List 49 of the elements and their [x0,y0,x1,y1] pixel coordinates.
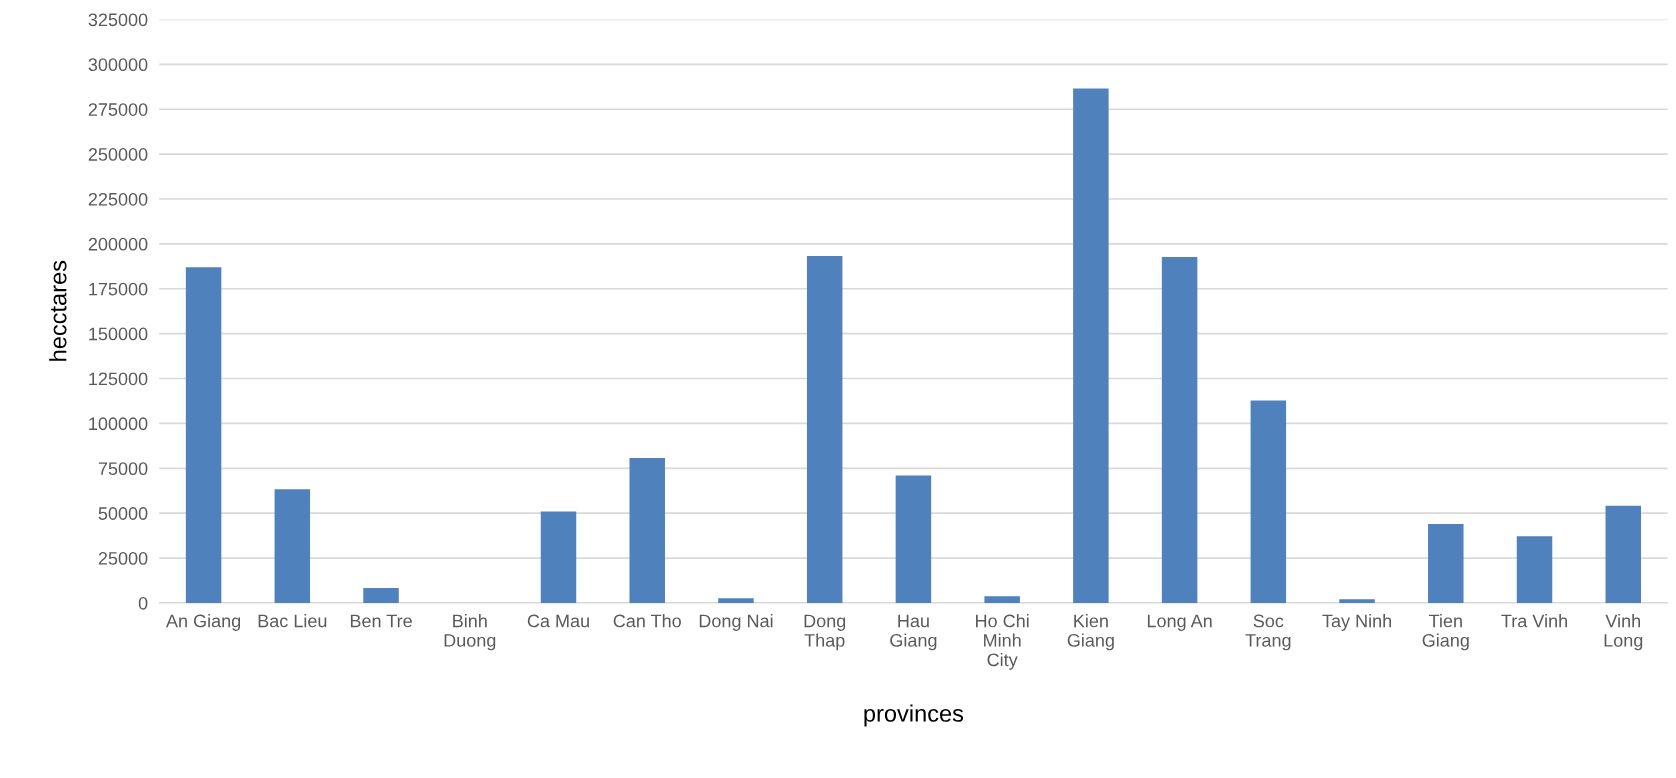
y-tick-label: 125000 [89,372,148,386]
bar [1605,505,1641,603]
x-tick-label: Ben Tre [350,614,412,628]
x-axis-title: provinces [864,704,964,727]
y-tick-label: 300000 [88,58,148,72]
y-tick-label: 200000 [88,237,148,251]
x-tick-label: Hau Giang [890,614,937,651]
x-tick-label: Dong Thap [804,614,846,651]
y-tick-label: 150000 [89,327,148,341]
bar [185,267,222,603]
y-tick-label: 100000 [89,417,148,431]
bar [1073,88,1109,603]
y-tick-label: 175000 [89,282,148,296]
y-axis-title: hecctares [49,260,67,361]
bar [895,475,932,603]
bar [540,511,577,603]
y-tick-label: 25000 [98,552,148,565]
y-tick-label: 50000 [98,507,148,520]
x-tick-label: Tien Giang [1422,614,1469,651]
bar [806,255,843,603]
x-tick-label: Soc Trang [1245,614,1291,651]
bar [274,489,311,603]
y-tick-label: 275000 [88,103,148,116]
bar [629,457,665,603]
x-tick-label: Kien Giang [1067,614,1114,651]
bar [1339,599,1375,603]
bar [1250,400,1287,603]
bar [1428,523,1464,603]
x-tick-label: Bac Lieu [258,614,327,628]
y-tick-label: 0 [138,596,148,610]
y-tick-label: 75000 [98,462,148,476]
bar [1516,536,1553,603]
x-tick-label: Can Tho [613,614,681,628]
bar [984,596,1020,603]
y-tick-label: 325000 [88,13,148,27]
bar [1161,256,1198,603]
y-tick-label: 250000 [88,148,148,161]
x-tick-label: An Giang [165,614,241,631]
x-tick-label: Vinh Long [1604,614,1643,651]
x-tick-label: Ca Mau [527,614,589,628]
x-tick-label: Binh Duong [444,614,496,651]
x-tick-label: Dong Nai [699,614,773,631]
bar [718,598,754,603]
bar [363,588,399,603]
x-tick-label: Long An [1147,614,1212,631]
x-tick-label: Ho Chi Minh City [976,614,1029,670]
y-tick-label: 225000 [88,192,148,206]
x-tick-label: Tay Ninh [1322,614,1392,631]
x-tick-label: Tra Vinh [1501,614,1567,628]
